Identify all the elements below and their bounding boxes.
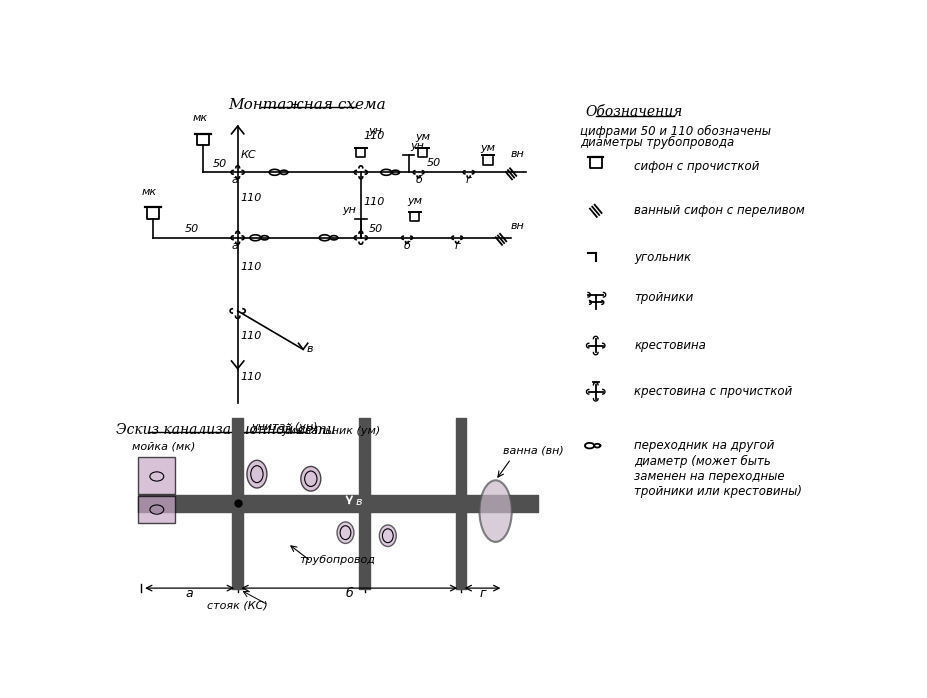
- Text: а: а: [231, 175, 237, 185]
- Text: Монтажная схема: Монтажная схема: [228, 98, 386, 112]
- Text: ванный сифон с переливом: ванный сифон с переливом: [633, 205, 804, 217]
- Text: трубопровод: трубопровод: [298, 556, 375, 565]
- Text: г: г: [478, 587, 486, 600]
- Text: сифон с прочисткой: сифон с прочисткой: [633, 161, 759, 173]
- Ellipse shape: [247, 460, 267, 488]
- Text: Обозначения: Обозначения: [585, 105, 682, 119]
- Text: Эскиз канализационной сети: Эскиз канализационной сети: [116, 422, 336, 436]
- Text: мойка (мк): мойка (мк): [132, 442, 196, 452]
- Text: вн: вн: [511, 221, 524, 230]
- Text: 50: 50: [184, 223, 198, 234]
- Text: ун: ун: [342, 205, 356, 215]
- Text: в: в: [355, 497, 362, 507]
- Text: ум: ум: [407, 196, 422, 206]
- Bar: [137, 496, 174, 524]
- Text: ум: ум: [414, 132, 429, 142]
- Text: мк: мк: [142, 187, 157, 198]
- Text: 50: 50: [212, 159, 227, 169]
- Text: крестовина с прочисткой: крестовина с прочисткой: [633, 385, 792, 399]
- Text: угольник: угольник: [633, 251, 691, 264]
- Text: г: г: [465, 175, 471, 185]
- Text: стояк (КС): стояк (КС): [207, 600, 268, 610]
- Text: а: а: [231, 241, 237, 251]
- Text: 110: 110: [240, 193, 261, 203]
- Text: 110: 110: [240, 262, 261, 272]
- Text: ун: ун: [410, 141, 424, 151]
- Text: б: б: [414, 175, 422, 185]
- Text: КС: КС: [240, 151, 256, 161]
- Text: 110: 110: [363, 197, 385, 207]
- Text: в: в: [307, 343, 313, 354]
- Text: 110: 110: [240, 332, 261, 341]
- Text: ум: ум: [480, 143, 495, 153]
- Text: цифрами 50 и 110 обозначены: цифрами 50 и 110 обозначены: [579, 126, 770, 138]
- Text: 110: 110: [362, 131, 384, 141]
- Text: ванна (вн): ванна (вн): [502, 445, 564, 455]
- Text: г: г: [453, 241, 460, 251]
- Text: диаметры трубопровода: диаметры трубопровода: [579, 136, 734, 149]
- Text: унитаз (ун): унитаз (ун): [251, 422, 318, 432]
- Ellipse shape: [300, 466, 321, 491]
- Text: а: а: [185, 587, 193, 600]
- Text: 50: 50: [369, 223, 383, 234]
- Text: вн: вн: [511, 149, 524, 159]
- Text: тройники: тройники: [633, 291, 692, 304]
- Text: переходник на другой
диаметр (может быть
заменен на переходные
тройники или крес: переходник на другой диаметр (может быть…: [633, 440, 801, 498]
- Text: ун: ун: [368, 126, 382, 136]
- Text: мк: мк: [192, 112, 208, 123]
- Text: б: б: [345, 587, 353, 600]
- Text: умывальник (ум): умывальник (ум): [281, 426, 380, 436]
- Text: б: б: [403, 241, 410, 251]
- Text: крестовина: крестовина: [633, 339, 705, 352]
- Text: 110: 110: [240, 372, 261, 383]
- Ellipse shape: [337, 522, 353, 544]
- Text: 50: 50: [426, 158, 440, 168]
- Ellipse shape: [479, 480, 511, 542]
- Ellipse shape: [379, 525, 396, 547]
- Bar: [137, 457, 174, 494]
